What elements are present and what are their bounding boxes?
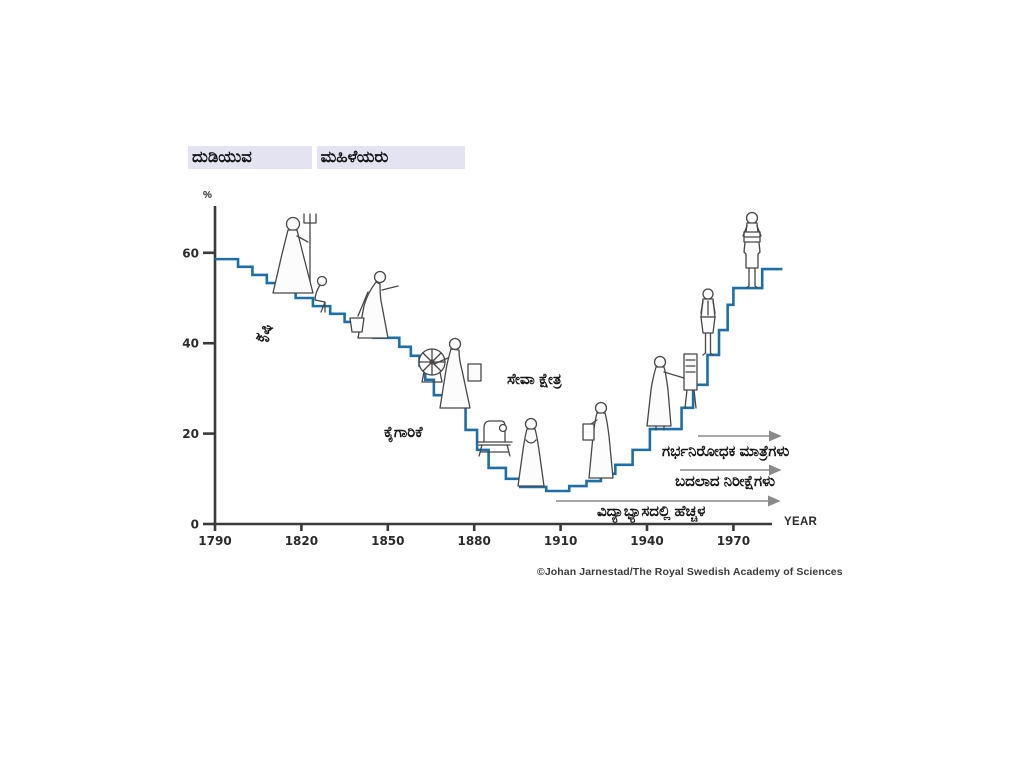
svg-text:40: 40 — [182, 337, 199, 351]
woman-with-pitchfork-figure — [273, 214, 316, 293]
annotation-changed-expectations: ಬದಲಾದ ನಿರೀಕ್ಷೆಗಳು — [675, 473, 776, 490]
sector-label-service: ಸೇವಾ ಕ್ಷೇತ್ರ — [507, 371, 562, 388]
chart-title-line1: ದುಡಿಯುವ — [188, 146, 312, 169]
woman-with-books-figure — [743, 213, 761, 289]
svg-text:1790: 1790 — [198, 534, 231, 548]
y-axis-unit-label: % — [203, 190, 212, 201]
copyright-credit: ©Johan Jarnestad/The Royal Swedish Acade… — [537, 566, 843, 578]
svg-text:1880: 1880 — [457, 534, 490, 548]
woman-at-spinning-wheel-figure — [419, 339, 481, 409]
annotation-arrows — [556, 430, 782, 507]
woman-with-portfolio-figure — [583, 403, 613, 479]
sector-label-industry: ಕೈಗಾರಿಕೆ — [384, 424, 423, 441]
svg-text:1970: 1970 — [717, 534, 750, 548]
woman-in-suit-figure — [701, 289, 715, 355]
sitting-child-figure — [315, 277, 327, 313]
svg-text:1910: 1910 — [544, 534, 577, 548]
annotation-contraceptive-pills: ಗರ್ಭನಿರೋಧಕ ಮಾತ್ರೆಗಳು — [662, 443, 790, 460]
svg-text:1820: 1820 — [285, 534, 318, 548]
teacher-at-board-figure — [647, 354, 697, 430]
chart-title-line2: ಮಹಿಳೆಯರು — [316, 146, 465, 169]
woman-with-bucket-figure — [350, 272, 398, 339]
standing-woman-figure — [518, 419, 544, 487]
x-axis-label: YEAR — [784, 516, 818, 528]
svg-text:20: 20 — [182, 427, 199, 441]
svg-text:1850: 1850 — [371, 534, 404, 548]
chart-title: ದುಡಿಯುವ ಮಹಿಳೆಯರು — [166, 146, 465, 169]
sewing-machine-figure — [477, 421, 512, 456]
svg-text:1940: 1940 — [630, 534, 663, 548]
plot-layer: 0 20 40 60 1790 1820 1850 1880 1910 1940 1970 — [182, 206, 783, 548]
annotation-increase-in-education: ವಿದ್ಯಾಭ್ಯಾಸದಲ್ಲಿ ಹೆಚ್ಚಳ — [597, 503, 706, 520]
svg-text:0: 0 — [191, 518, 199, 532]
svg-text:60: 60 — [182, 246, 199, 260]
